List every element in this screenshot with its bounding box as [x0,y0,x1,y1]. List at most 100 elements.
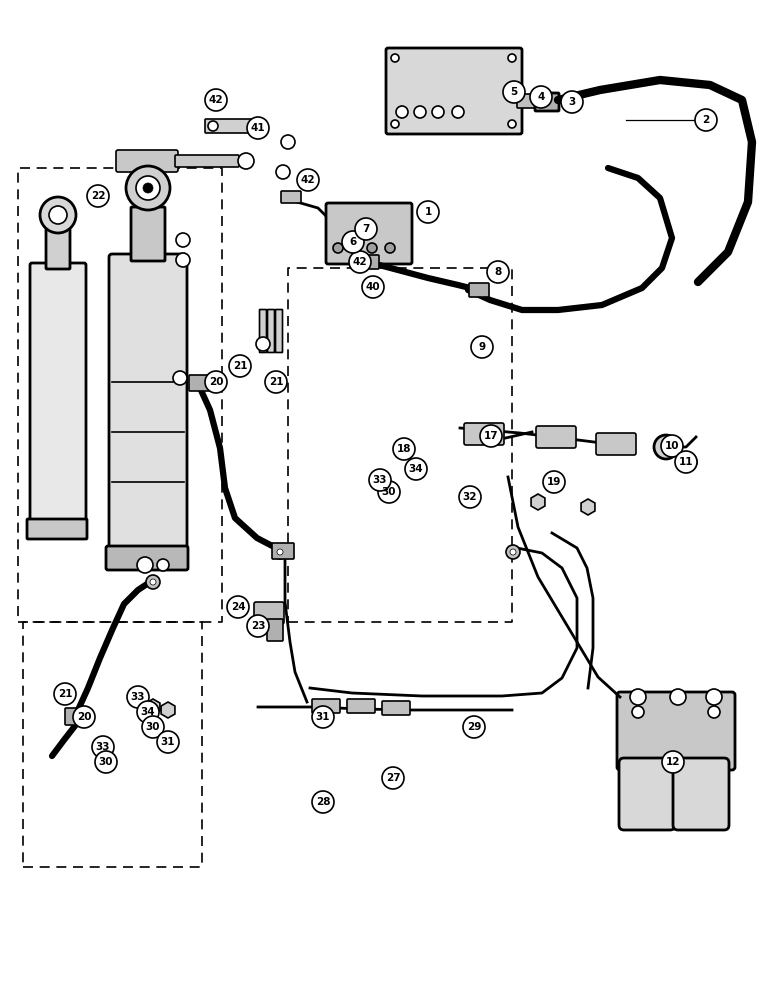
Circle shape [208,121,218,131]
Circle shape [367,243,377,253]
FancyBboxPatch shape [116,150,178,172]
Text: 10: 10 [665,441,679,451]
FancyBboxPatch shape [464,423,504,445]
FancyBboxPatch shape [268,310,275,353]
Circle shape [40,197,76,233]
Circle shape [297,169,319,191]
Text: 18: 18 [397,444,411,454]
Circle shape [506,545,520,559]
Circle shape [227,596,249,618]
Circle shape [670,689,686,705]
Circle shape [176,253,190,267]
Circle shape [205,89,227,111]
Circle shape [95,751,117,773]
Circle shape [137,701,159,723]
Circle shape [126,166,170,210]
Circle shape [463,716,485,738]
Circle shape [459,486,481,508]
Circle shape [543,471,565,493]
Circle shape [503,81,525,103]
Text: 20: 20 [208,377,223,387]
Circle shape [679,453,697,471]
Text: 21: 21 [58,689,73,699]
Text: 42: 42 [300,175,315,185]
Circle shape [173,371,187,385]
Circle shape [273,545,287,559]
FancyBboxPatch shape [617,692,735,770]
Circle shape [708,706,720,718]
Circle shape [143,183,153,193]
Circle shape [508,120,516,128]
Circle shape [452,106,464,118]
Text: 6: 6 [350,237,357,247]
Text: 23: 23 [251,621,266,631]
FancyBboxPatch shape [312,699,340,713]
Text: 30: 30 [99,757,113,767]
Text: 30: 30 [381,487,396,497]
Circle shape [378,481,400,503]
Circle shape [675,451,697,473]
FancyBboxPatch shape [272,543,294,559]
Circle shape [333,243,343,253]
Text: 11: 11 [679,457,693,467]
Text: 3: 3 [568,97,576,107]
Circle shape [391,54,399,62]
Circle shape [417,201,439,223]
Circle shape [342,231,364,253]
Circle shape [414,106,426,118]
Text: 4: 4 [537,92,545,102]
FancyBboxPatch shape [359,255,379,269]
Text: 34: 34 [408,464,423,474]
Circle shape [281,135,295,149]
FancyBboxPatch shape [259,310,266,353]
Text: 28: 28 [316,797,330,807]
Text: 30: 30 [146,722,161,732]
FancyBboxPatch shape [347,699,375,713]
FancyBboxPatch shape [382,701,410,715]
Circle shape [654,435,678,459]
Text: 21: 21 [269,377,283,387]
Circle shape [312,791,334,813]
FancyBboxPatch shape [386,48,522,134]
FancyBboxPatch shape [30,263,86,522]
Circle shape [349,243,359,253]
FancyBboxPatch shape [106,546,188,570]
Text: 31: 31 [316,712,330,722]
Circle shape [405,458,427,480]
FancyBboxPatch shape [536,426,576,448]
FancyBboxPatch shape [619,758,675,830]
Text: 9: 9 [479,342,486,352]
Circle shape [508,54,516,62]
FancyBboxPatch shape [517,94,537,108]
Circle shape [176,233,190,247]
Circle shape [276,165,290,179]
Circle shape [265,371,287,393]
Circle shape [92,736,114,758]
Circle shape [630,689,646,705]
Circle shape [205,371,227,393]
Circle shape [87,185,109,207]
Circle shape [277,549,283,555]
FancyBboxPatch shape [281,191,301,203]
Circle shape [391,120,399,128]
Text: 42: 42 [208,95,223,105]
Circle shape [706,689,722,705]
Text: 41: 41 [251,123,266,133]
Circle shape [385,243,395,253]
Circle shape [661,435,683,457]
Circle shape [150,579,156,585]
Circle shape [396,106,408,118]
Text: 17: 17 [484,431,498,441]
Circle shape [256,337,270,351]
FancyBboxPatch shape [469,283,489,297]
FancyBboxPatch shape [65,708,89,725]
Circle shape [238,153,254,169]
Circle shape [480,425,502,447]
Text: 22: 22 [91,191,105,201]
FancyBboxPatch shape [46,229,70,269]
Text: 19: 19 [547,477,561,487]
Circle shape [247,117,269,139]
Circle shape [561,91,583,113]
Circle shape [349,251,371,273]
Circle shape [49,206,67,224]
